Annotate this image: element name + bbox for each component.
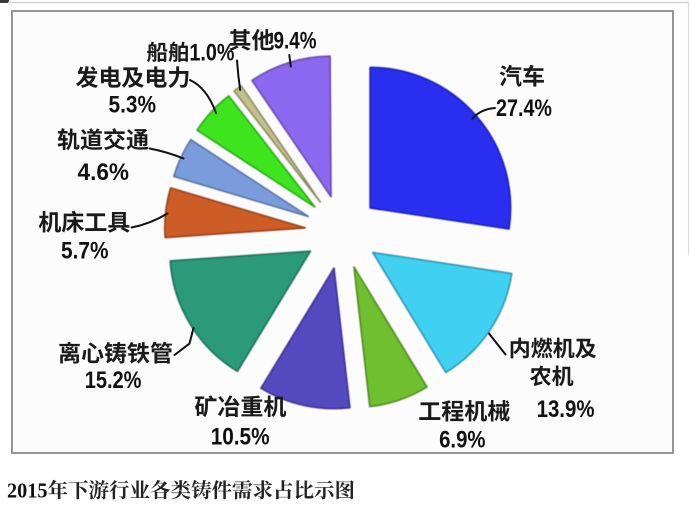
svg-text:15.2%: 15.2% <box>85 367 142 394</box>
svg-text:6.9%: 6.9% <box>439 426 485 453</box>
svg-text:2015: 2015 <box>7 479 48 503</box>
svg-text:4.6%: 4.6% <box>78 159 130 186</box>
svg-text:10.5%: 10.5% <box>211 424 270 451</box>
svg-text:1.0%: 1.0% <box>189 40 234 67</box>
svg-text:27.4%: 27.4% <box>496 95 552 122</box>
svg-text:5.7%: 5.7% <box>61 238 109 265</box>
svg-text:5.3%: 5.3% <box>109 92 157 119</box>
svg-text:9.4%: 9.4% <box>274 28 317 55</box>
svg-text:13.9%: 13.9% <box>537 396 595 423</box>
